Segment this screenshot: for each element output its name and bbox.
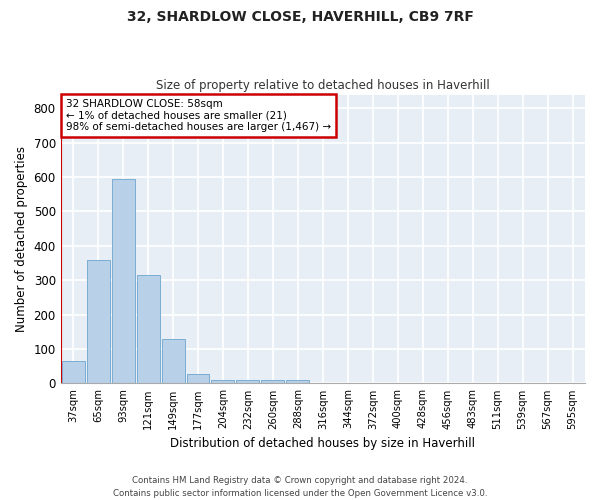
Bar [62,361,85,384]
Text: 32 SHARDLOW CLOSE: 58sqm
← 1% of detached houses are smaller (21)
98% of semi-de: 32 SHARDLOW CLOSE: 58sqm ← 1% of detache… [66,99,331,132]
Bar [236,380,259,384]
Bar [211,380,235,384]
Bar [262,380,284,384]
Bar [161,338,185,384]
Bar [137,275,160,384]
X-axis label: Distribution of detached houses by size in Haverhill: Distribution of detached houses by size … [170,437,475,450]
Title: Size of property relative to detached houses in Haverhill: Size of property relative to detached ho… [156,79,490,92]
Y-axis label: Number of detached properties: Number of detached properties [15,146,28,332]
Text: Contains HM Land Registry data © Crown copyright and database right 2024.
Contai: Contains HM Land Registry data © Crown c… [113,476,487,498]
Text: 32, SHARDLOW CLOSE, HAVERHILL, CB9 7RF: 32, SHARDLOW CLOSE, HAVERHILL, CB9 7RF [127,10,473,24]
Bar [112,179,134,384]
Bar [187,374,209,384]
Bar [86,260,110,384]
Bar [286,380,310,384]
